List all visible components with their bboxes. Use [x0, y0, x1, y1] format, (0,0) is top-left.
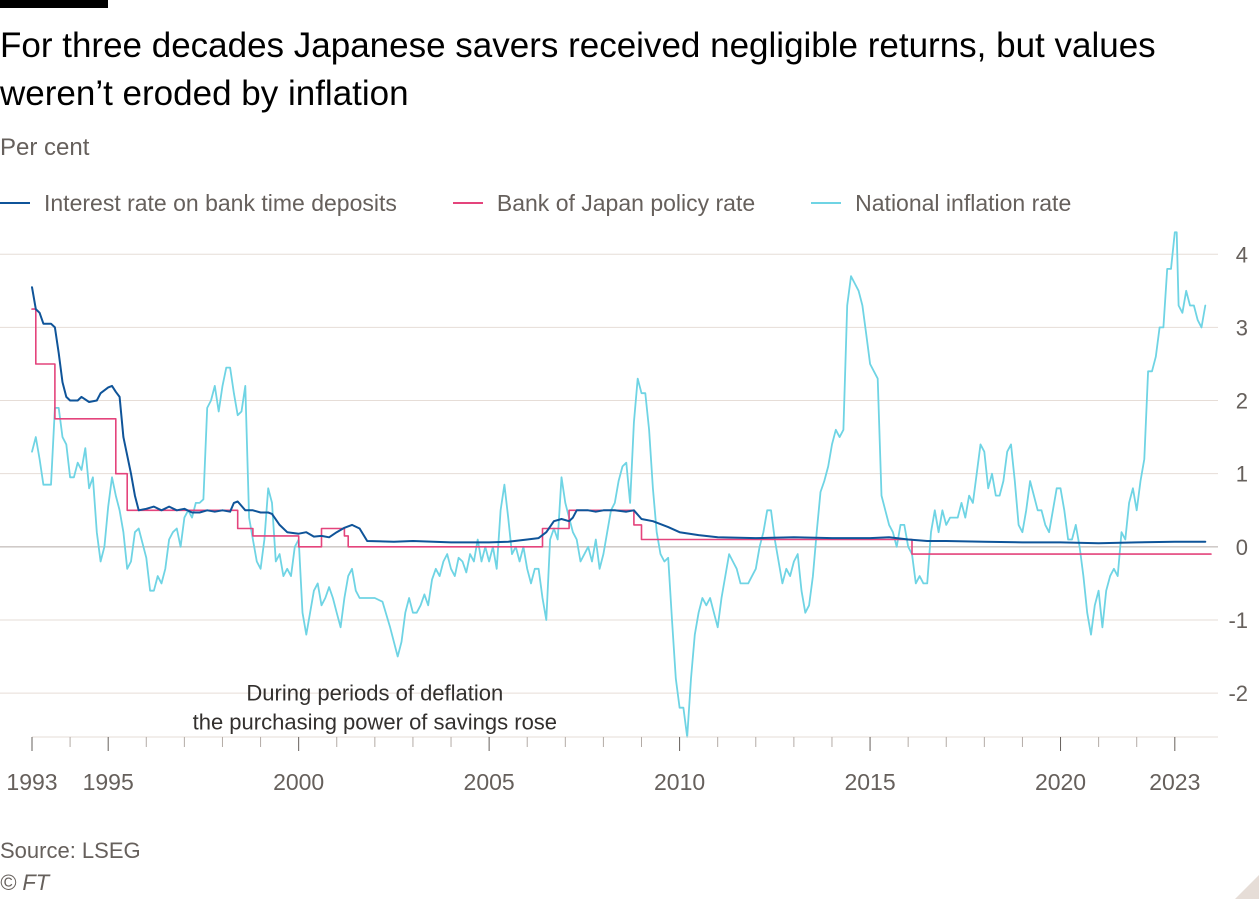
- x-tick-label: 2023: [1149, 769, 1200, 795]
- source-note: Source: LSEG: [0, 838, 141, 863]
- x-tick-label: 2010: [654, 769, 705, 795]
- legend-item-inflation: National inflation rate: [811, 190, 1071, 217]
- copyright: © FT: [0, 870, 50, 895]
- x-axis: 1993 1995 2000 2005 2010 2015 2020 2023: [6, 736, 1218, 795]
- annotation: During periods of deflation the purchasin…: [193, 680, 557, 734]
- series-line-deposits: [31, 286, 1207, 545]
- y-tick-label: -1: [1228, 608, 1248, 633]
- legend-swatch-inflation: [811, 202, 842, 204]
- chart-subtitle: Per cent: [0, 134, 90, 161]
- legend-swatch-deposits: [0, 202, 30, 204]
- grid-lines: [0, 253, 1218, 694]
- y-tick-label: 3: [1236, 315, 1248, 340]
- y-tick-label: 0: [1236, 535, 1248, 560]
- annotation-line-1: During periods of deflation: [246, 680, 503, 705]
- y-tick-label: 1: [1236, 462, 1248, 487]
- x-tick-label: 2000: [273, 769, 324, 795]
- y-axis-tick-labels: -2 -1 0 1 2 3 4: [1228, 242, 1248, 706]
- legend: Interest rate on bank time deposits Bank…: [0, 186, 1127, 220]
- annotation-line-2: the purchasing power of savings rose: [193, 709, 557, 734]
- x-tick-label: 1993: [6, 769, 57, 795]
- series-lines: [31, 231, 1212, 738]
- x-tick-label: 2015: [844, 769, 895, 795]
- legend-label-policy: Bank of Japan policy rate: [496, 189, 756, 216]
- chart-title: For three decades Japanese savers receiv…: [0, 26, 1156, 113]
- legend-item-deposits: Interest rate on bank time deposits: [0, 190, 397, 217]
- ft-top-bar: [0, 0, 108, 8]
- y-tick-label: -2: [1228, 681, 1248, 706]
- x-tick-label: 2020: [1035, 769, 1086, 795]
- legend-swatch-policy: [452, 202, 483, 204]
- series-line-policy: [31, 308, 1212, 555]
- legend-label-deposits: Interest rate on bank time deposits: [44, 189, 397, 216]
- legend-label-inflation: National inflation rate: [855, 189, 1072, 216]
- y-tick-label: 2: [1236, 389, 1248, 414]
- line-chart: -2 -1 0 1 2 3 4 During periods of deflation the…: [0, 231, 1248, 795]
- y-tick-label: 4: [1236, 242, 1248, 267]
- corner-fold: [1235, 875, 1259, 899]
- series-line-inflation: [31, 231, 1207, 738]
- x-tick-label: 1995: [83, 769, 134, 795]
- x-tick-label: 2005: [464, 769, 515, 795]
- legend-item-policy: Bank of Japan policy rate: [452, 189, 756, 217]
